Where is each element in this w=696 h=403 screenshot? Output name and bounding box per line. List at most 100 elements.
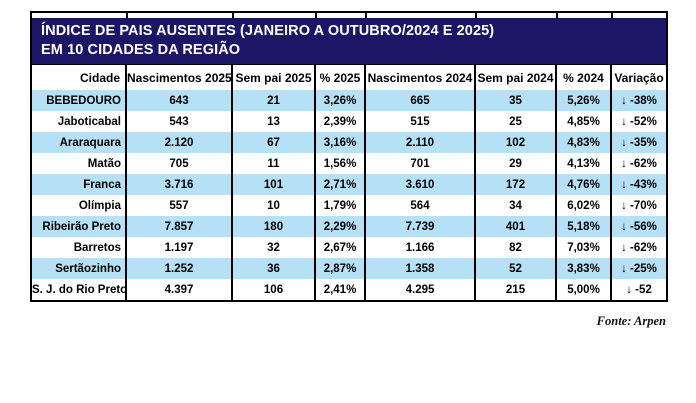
table-row: Matão 705 11 1,56% 701 29 4,13% ↓ -62% <box>32 153 666 174</box>
value-cell: 2,39% <box>314 111 365 132</box>
value-cell: 4,83% <box>555 132 611 153</box>
grid-tick <box>126 13 128 18</box>
value-cell: 6,02% <box>555 195 611 216</box>
table-row: Jaboticabal 543 13 2,39% 515 25 4,85% ↓ -52% <box>32 111 666 132</box>
header-variacao: Variação <box>610 65 666 90</box>
grid-tick <box>475 13 477 18</box>
value-cell: 1.252 <box>125 258 232 279</box>
city-cell: Olímpia <box>78 199 121 212</box>
city-cell: Matão <box>87 157 121 170</box>
value-cell: 543 <box>125 111 232 132</box>
value-cell: 557 <box>125 195 232 216</box>
value-cell: 2.110 <box>364 132 475 153</box>
value-cell: 4,85% <box>555 111 611 132</box>
value-cell: 180 <box>231 216 315 237</box>
grid-tick <box>556 13 558 18</box>
value-cell: 32 <box>231 237 315 258</box>
value-cell: 101 <box>231 174 315 195</box>
table-row: Araraquara 2.120 67 3,16% 2.110 102 4,83% ↓ -35… <box>32 132 666 153</box>
variation-cell: ↓ -43% <box>610 174 666 195</box>
city-cell: S. J. do Rio Preto <box>32 283 126 296</box>
value-cell: 643 <box>125 90 232 111</box>
value-cell: 215 <box>474 279 556 300</box>
header-row: Cidade Nascimentos 2025 Sem pai 2025 % 2… <box>32 65 666 90</box>
value-cell: 2,29% <box>314 216 365 237</box>
city-cell: Franca <box>83 178 121 191</box>
value-cell: 36 <box>231 258 315 279</box>
value-cell: 5,26% <box>555 90 611 111</box>
source-credit: Fonte: Arpen <box>596 314 666 328</box>
value-cell: 3.716 <box>125 174 232 195</box>
table-row: Sertãozinho 1.252 36 2,87% 1.358 52 3,83% ↓ -25… <box>32 258 666 279</box>
value-cell: 172 <box>474 174 556 195</box>
value-cell: 7.857 <box>125 216 232 237</box>
table-header: Cidade Nascimentos 2025 Sem pai 2025 % 2… <box>32 65 666 90</box>
header-nascimentos-2025: Nascimentos 2025 <box>125 65 232 90</box>
value-cell: 4.397 <box>125 279 232 300</box>
value-cell: 34 <box>474 195 556 216</box>
value-cell: 7,03% <box>555 237 611 258</box>
value-cell: 701 <box>364 153 475 174</box>
value-cell: 13 <box>231 111 315 132</box>
value-cell: 25 <box>474 111 556 132</box>
value-cell: 7.739 <box>364 216 475 237</box>
value-cell: 1.358 <box>364 258 475 279</box>
variation-cell: ↓ -35% <box>610 132 666 153</box>
value-cell: 102 <box>474 132 556 153</box>
table-row: Olímpia 557 10 1,79% 564 34 6,02% ↓ -70% <box>32 195 666 216</box>
value-cell: 5,00% <box>555 279 611 300</box>
header-nascimentos-2024: Nascimentos 2024 <box>364 65 475 90</box>
variation-cell: ↓ -25% <box>610 258 666 279</box>
value-cell: 2,87% <box>314 258 365 279</box>
value-cell: 401 <box>474 216 556 237</box>
value-cell: 35 <box>474 90 556 111</box>
value-cell: 3,83% <box>555 258 611 279</box>
value-cell: 1,79% <box>314 195 365 216</box>
value-cell: 1,56% <box>314 153 365 174</box>
value-cell: 4.295 <box>364 279 475 300</box>
table-row: S. J. do Rio Preto 4.397 106 2,41% 4.295 215 5… <box>32 279 666 300</box>
value-cell: 67 <box>231 132 315 153</box>
variation-cell: ↓ -70% <box>610 195 666 216</box>
value-cell: 11 <box>231 153 315 174</box>
data-table: Cidade Nascimentos 2025 Sem pai 2025 % 2… <box>32 65 666 300</box>
value-cell: 5,18% <box>555 216 611 237</box>
value-cell: 52 <box>474 258 556 279</box>
value-cell: 3,26% <box>314 90 365 111</box>
grid-tick <box>611 13 613 18</box>
value-cell: 1.166 <box>364 237 475 258</box>
table-body: BEBEDOURO 643 21 3,26% 665 35 5,26% ↓ -38% Jabot… <box>32 90 666 300</box>
grid-tick <box>315 13 317 18</box>
value-cell: 2,67% <box>314 237 365 258</box>
city-cell: Sertãozinho <box>55 262 121 275</box>
value-cell: 82 <box>474 237 556 258</box>
value-cell: 106 <box>231 279 315 300</box>
table-row: Franca 3.716 101 2,71% 3.610 172 4,76% ↓ -43% <box>32 174 666 195</box>
table-title-line1: ÍNDICE DE PAIS AUSENTES (JANEIRO A OUTUB… <box>41 23 495 39</box>
city-cell: Jaboticabal <box>57 115 121 128</box>
variation-cell: ↓ -62% <box>610 237 666 258</box>
value-cell: 4,76% <box>555 174 611 195</box>
value-cell: 29 <box>474 153 556 174</box>
value-cell: 564 <box>364 195 475 216</box>
header-cidade: Cidade <box>32 65 126 90</box>
value-cell: 1.197 <box>125 237 232 258</box>
header-pct-2024: % 2024 <box>555 65 611 90</box>
table-row: Ribeirão Preto 7.857 180 2,29% 7.739 401 5,18%… <box>32 216 666 237</box>
value-cell: 665 <box>364 90 475 111</box>
value-cell: 10 <box>231 195 315 216</box>
city-cell: Araraquara <box>59 136 121 149</box>
value-cell: 3,16% <box>314 132 365 153</box>
table-title-line2: EM 10 CIDADES DA REGIÃO <box>41 42 241 58</box>
grid-tick <box>365 13 367 18</box>
header-sem-pai-2025: Sem pai 2025 <box>231 65 315 90</box>
table-panel: ÍNDICE DE PAIS AUSENTES (JANEIRO A OUTUB… <box>30 11 668 302</box>
header-pct-2025: % 2025 <box>314 65 365 90</box>
variation-cell: ↓ -62% <box>610 153 666 174</box>
grid-tick <box>232 13 234 18</box>
value-cell: 2.120 <box>125 132 232 153</box>
value-cell: 3.610 <box>364 174 475 195</box>
city-cell: Barretos <box>73 241 121 254</box>
table-row: BEBEDOURO 643 21 3,26% 665 35 5,26% ↓ -38% <box>32 90 666 111</box>
